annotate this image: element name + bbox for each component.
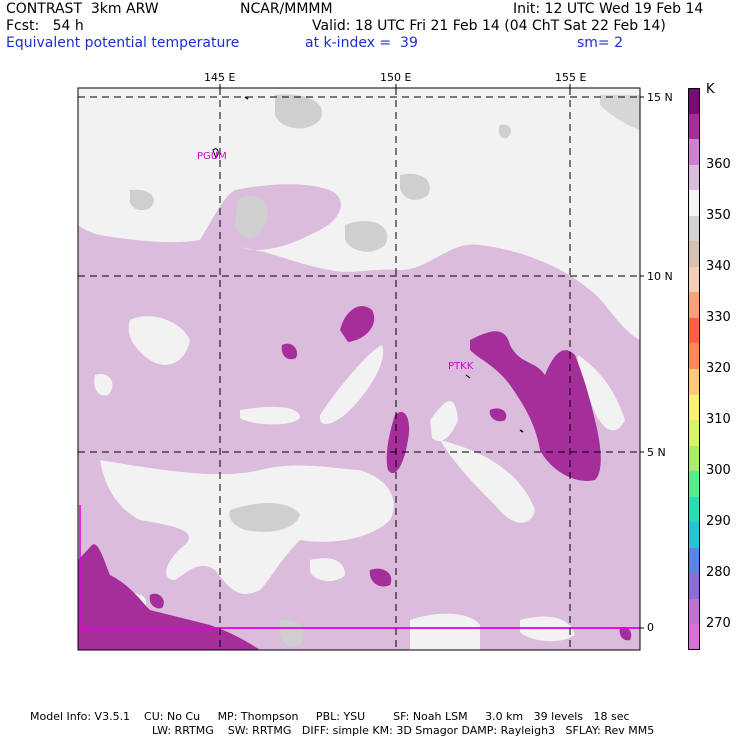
field-name: Equivalent potential temperature	[6, 35, 240, 51]
map-frame	[77, 87, 641, 651]
colorbar-tick-label: 340	[706, 258, 731, 274]
high-theta-e-blob	[386, 411, 410, 474]
colorbar-segment	[688, 113, 700, 140]
domain-boundary	[79, 505, 640, 629]
colorbar-tick-label: 350	[706, 207, 731, 223]
map-ticks	[219, 84, 644, 629]
white-patch	[319, 345, 384, 425]
colorbar-segment	[688, 317, 700, 344]
high-theta-e-blob	[281, 343, 298, 360]
high-theta-e-blob	[369, 568, 392, 587]
white-patch	[128, 316, 190, 365]
white-patch	[520, 616, 575, 642]
lat-label-10n: 10 N	[647, 270, 673, 283]
station-label-pgum: PGUM	[197, 151, 227, 162]
high-theta-e-blob	[619, 627, 632, 641]
colorbar-tick-label: 330	[706, 309, 731, 325]
lon-label-145: 145 E	[204, 71, 236, 84]
colorbar-segment	[688, 139, 700, 166]
colorbar-segment	[688, 573, 700, 600]
colorbar-segment	[688, 215, 700, 242]
colorbar-segment	[688, 420, 700, 447]
model-info-line-2: LW: RRTMG SW: RRTMG DIFF: simple KM: 3D …	[152, 724, 655, 737]
high-theta-e-blob	[340, 306, 375, 342]
grey-patch	[400, 173, 430, 200]
white-patch	[577, 355, 625, 431]
colorbar-segment	[688, 369, 700, 396]
white-patch	[94, 374, 113, 396]
colorbar-segment	[688, 471, 700, 498]
high-theta-e-blob	[489, 408, 507, 422]
high-theta-e-region-southwest	[78, 544, 260, 650]
station-label-ptkk: PTKK	[448, 361, 474, 372]
colorbar-segment	[688, 496, 700, 523]
colorbar-tick-label: 300	[706, 463, 731, 479]
colorbar-segment	[688, 598, 700, 625]
model-info-line-1: Model Info: V3.5.1 CU: No Cu MP: Thompso…	[30, 710, 630, 723]
grey-patch	[229, 503, 300, 532]
lat-label-0: 0	[647, 621, 654, 634]
colorbar-segment	[688, 624, 700, 651]
high-theta-e-region-east	[470, 331, 601, 481]
colorbar-segment	[688, 343, 700, 370]
lon-label-150: 150 E	[380, 71, 412, 84]
colorbar-segment	[688, 266, 700, 293]
colorbar-tick-label: 360	[706, 156, 731, 172]
level-label: at k-index = 39	[305, 35, 418, 51]
colorbar-segment	[688, 522, 700, 549]
forecast-hour: Fcst: 54 h	[6, 18, 84, 34]
white-patch	[240, 406, 300, 425]
high-theta-e-blob	[149, 593, 164, 609]
colorbar-unit: K	[706, 82, 715, 97]
grey-patch	[498, 124, 511, 139]
grey-patch	[345, 221, 388, 252]
colorbar-segment	[688, 88, 700, 115]
island-outline	[519, 429, 524, 433]
model-title: CONTRAST 3km ARW	[6, 1, 159, 17]
grey-patch	[600, 95, 640, 130]
colorbar-tick-label: 280	[706, 565, 731, 581]
organization-label: NCAR/MMMM	[240, 1, 333, 17]
white-patch	[410, 613, 480, 650]
grey-patch	[279, 619, 304, 647]
colorbar-segment	[688, 190, 700, 217]
lat-lon-grid	[78, 88, 640, 650]
init-time: Init: 12 UTC Wed 19 Feb 14	[513, 1, 704, 17]
white-patch	[430, 401, 458, 441]
colorbar-segment	[688, 241, 700, 268]
colorbar-segment	[688, 292, 700, 319]
colorbar-tick-label: 290	[706, 514, 731, 530]
colorbar-segment	[688, 547, 700, 574]
colorbar-segment	[688, 445, 700, 472]
white-patch	[440, 440, 535, 523]
lat-label-15n: 15 N	[647, 91, 673, 104]
island-outline	[244, 96, 249, 100]
valid-time: Valid: 18 UTC Fri 21 Feb 14 (04 ChT Sat …	[312, 18, 666, 34]
grey-patch	[129, 189, 154, 211]
smoothing-label: sm= 2	[577, 35, 624, 51]
chuuk-island-outline	[465, 374, 471, 379]
colorbar-segment	[688, 394, 700, 421]
grey-patch	[235, 195, 268, 239]
colorbar	[688, 88, 700, 651]
white-patch	[310, 558, 345, 582]
grey-patch	[275, 94, 322, 129]
guam-island-outline	[212, 148, 219, 160]
lat-label-5n: 5 N	[647, 446, 666, 459]
colorbar-tick-label: 270	[706, 616, 731, 632]
theta-e-tongue	[200, 184, 341, 250]
lon-label-155: 155 E	[555, 71, 587, 84]
colorbar-tick-label: 320	[706, 361, 731, 376]
colorbar-frame	[688, 88, 700, 650]
colorbar-tick-label: 310	[706, 412, 731, 428]
colorbar-segment	[688, 164, 700, 191]
